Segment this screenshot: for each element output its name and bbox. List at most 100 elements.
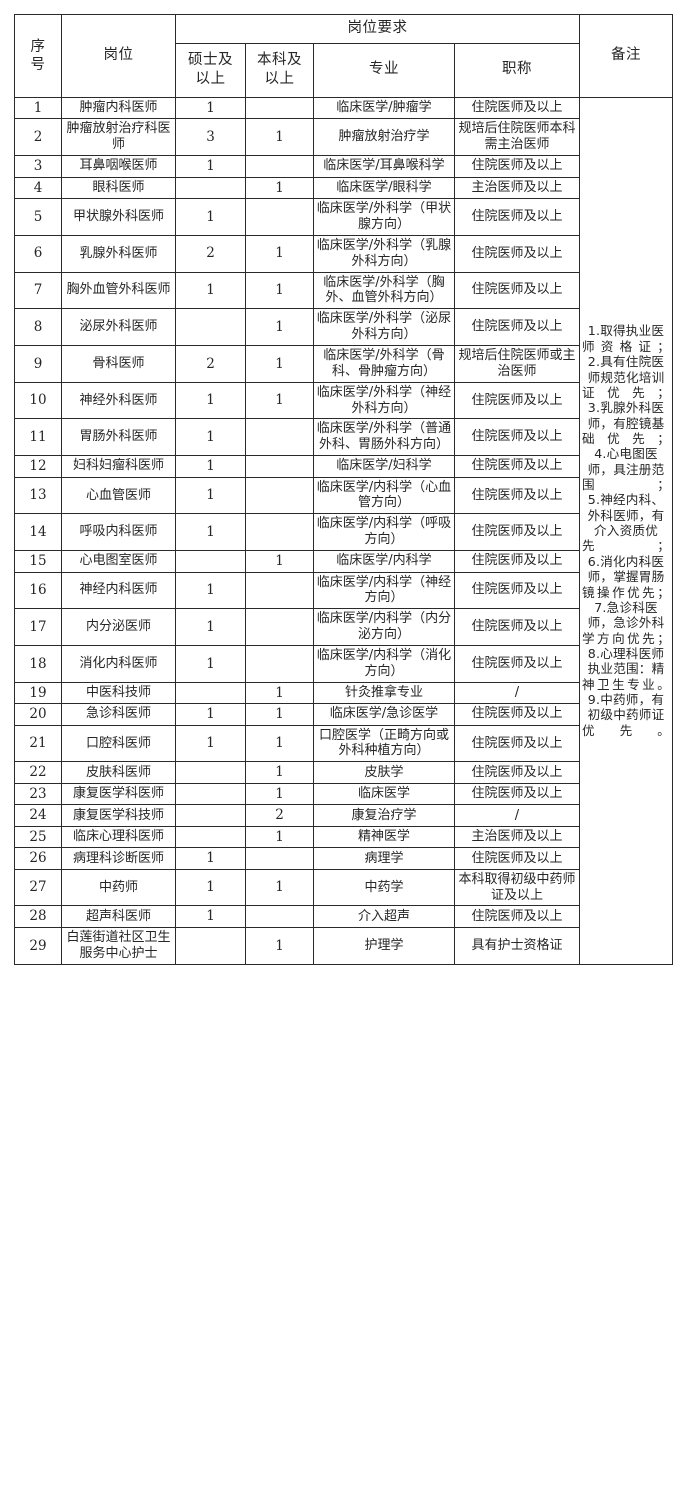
remark-item: 6.消化内科医师，掌握胃肠镜操作优先；	[582, 553, 670, 600]
cell-major: 护理学	[313, 926, 455, 965]
cell-bachelor	[245, 418, 314, 457]
header-remark: 备注	[579, 14, 673, 98]
cell-bachelor	[245, 905, 314, 928]
header-seq-line-1: 序	[30, 38, 46, 55]
cell-bachelor	[245, 476, 314, 515]
cell-title: 住院医师及以上	[454, 96, 580, 120]
cell-title: 住院医师及以上	[454, 608, 580, 646]
cell-title: /	[454, 681, 580, 705]
cell-bachelor: 1	[245, 271, 314, 310]
cell-title: 住院医师及以上	[454, 418, 580, 457]
table-row: 23 康复医学科医师 1 临床医学 住院医师及以上	[14, 782, 673, 806]
table-row: 3 耳鼻咽喉医师 1 临床医学/耳鼻喉科学 住院医师及以上	[14, 155, 673, 178]
cell-title: 住院医师及以上	[454, 550, 580, 573]
cell-title: 规培后住院医师或主治医师	[454, 345, 580, 383]
cell-master: 1	[175, 847, 246, 870]
remark-item: 9.中药师，有初级中药师证优先。	[582, 692, 670, 738]
cell-bachelor: 1	[245, 308, 314, 346]
cell-major: 临床医学/内科学（内分泌方向）	[313, 608, 455, 646]
cell-seq: 7	[14, 271, 62, 310]
header-row-sub: 硕士及 以上 本科及 以上 专业 职称	[15, 42, 673, 99]
cell-seq: 24	[14, 804, 62, 827]
header-bachelor: 本科及 以上	[245, 42, 314, 99]
cell-post: 白莲街道社区卫生服务中心护士	[61, 926, 176, 965]
cell-master	[175, 782, 246, 806]
cell-seq: 25	[14, 825, 62, 849]
cell-master: 1	[175, 198, 246, 236]
cell-bachelor	[245, 513, 314, 552]
table-row: 13 心血管医师 1 临床医学/内科学（心血管方向） 住院医师及以上	[14, 476, 673, 515]
cell-seq: 1	[14, 96, 62, 120]
table-row: 6 乳腺外科医师 2 1 临床医学/外科学（乳腺外科方向） 住院医师及以上	[14, 234, 673, 273]
cell-master	[175, 176, 246, 200]
cell-major: 临床医学/内科学（消化方向）	[313, 644, 455, 683]
cell-post: 病理科诊断医师	[61, 847, 176, 870]
cell-title: 住院医师及以上	[454, 761, 580, 784]
table-header: 序 号 岗位 岗位要求 备注 硕士及 以上 本科及 以上 专业 职称	[14, 14, 673, 99]
cell-major: 介入超声	[313, 905, 455, 928]
cell-seq: 21	[14, 724, 62, 763]
cell-bachelor: 1	[245, 381, 314, 420]
cell-post: 中医科技师	[61, 681, 176, 705]
table-row: 14 呼吸内科医师 1 临床医学/内科学（呼吸方向） 住院医师及以上	[14, 513, 673, 552]
header-seq-line-2: 号	[30, 57, 46, 73]
cell-seq: 19	[14, 681, 62, 705]
cell-master: 2	[175, 234, 246, 273]
cell-title: 住院医师及以上	[454, 271, 580, 310]
cell-post: 神经内科医师	[61, 571, 176, 610]
cell-post: 心血管医师	[61, 476, 176, 515]
cell-bachelor: 1	[245, 825, 314, 849]
cell-bachelor: 1	[245, 118, 314, 157]
cell-bachelor: 1	[245, 724, 314, 763]
cell-master	[175, 308, 246, 346]
cell-bachelor: 1	[245, 234, 314, 273]
table-body: 1 肿瘤内科医师 1 临床医学/肿瘤学 住院医师及以上 1.取得执业医师资格证； 2.具有住…	[14, 96, 673, 965]
table-row: 28 超声科医师 1 介入超声 住院医师及以上	[14, 905, 673, 928]
cell-seq: 3	[14, 155, 62, 178]
cell-master: 1	[175, 96, 246, 120]
cell-seq: 2	[14, 118, 62, 157]
cell-seq: 23	[14, 782, 62, 806]
cell-bachelor: 1	[245, 550, 314, 573]
cell-seq: 12	[14, 455, 62, 478]
cell-seq: 4	[14, 176, 62, 200]
table-row: 19 中医科技师 1 针灸推拿专业 /	[14, 681, 673, 705]
cell-master: 1	[175, 455, 246, 478]
table-row: 25 临床心理科医师 1 精神医学 主治医师及以上	[14, 825, 673, 849]
header-post: 岗位	[61, 14, 176, 98]
table-row: 1 肿瘤内科医师 1 临床医学/肿瘤学 住院医师及以上 1.取得执业医师资格证； 2.具有住…	[14, 96, 673, 965]
cell-title: 住院医师及以上	[454, 455, 580, 478]
table-row: 4 眼科医师 1 临床医学/眼科学 主治医师及以上	[14, 176, 673, 200]
cell-seq: 9	[14, 345, 62, 383]
cell-bachelor	[245, 198, 314, 236]
table-row: 11 胃肠外科医师 1 临床医学/外科学（普通外科、胃肠外科方向） 住院医师及以上	[14, 418, 673, 457]
cell-seq: 10	[14, 381, 62, 420]
cell-master: 1	[175, 381, 246, 420]
cell-major: 临床医学/耳鼻喉科学	[313, 155, 455, 178]
cell-seq: 15	[14, 550, 62, 573]
remark-item: 4.心电图医师，具注册范围；	[582, 446, 670, 493]
cell-major: 皮肤学	[313, 761, 455, 784]
header-bachelor-line-1: 本科及	[257, 52, 302, 69]
cell-post: 康复医学科技师	[61, 804, 176, 827]
cell-master: 1	[175, 418, 246, 457]
cell-title: 住院医师及以上	[454, 782, 580, 806]
cell-master: 2	[175, 345, 246, 383]
cell-seq: 20	[14, 703, 62, 726]
cell-title: 住院医师及以上	[454, 381, 580, 420]
cell-title: 住院医师及以上	[454, 513, 580, 552]
cell-post: 肿瘤内科医师	[61, 96, 176, 120]
cell-bachelor	[245, 96, 314, 120]
cell-seq: 16	[14, 571, 62, 610]
cell-post: 乳腺外科医师	[61, 234, 176, 273]
cell-master: 1	[175, 608, 246, 646]
table-row: 12 妇科妇瘤科医师 1 临床医学/妇科学 住院医师及以上	[14, 455, 673, 478]
cell-bachelor: 1	[245, 761, 314, 784]
cell-major: 临床医学/外科学（胸外、血管外科方向）	[313, 271, 455, 310]
cell-title: 住院医师及以上	[454, 155, 580, 178]
remark-item: 3.乳腺外科医师，有腔镜基础优先；	[582, 400, 670, 446]
header-row-group: 序 号 岗位 岗位要求 备注	[14, 14, 673, 98]
cell-seq: 14	[14, 513, 62, 552]
cell-title: 住院医师及以上	[454, 308, 580, 346]
cell-post: 超声科医师	[61, 905, 176, 928]
